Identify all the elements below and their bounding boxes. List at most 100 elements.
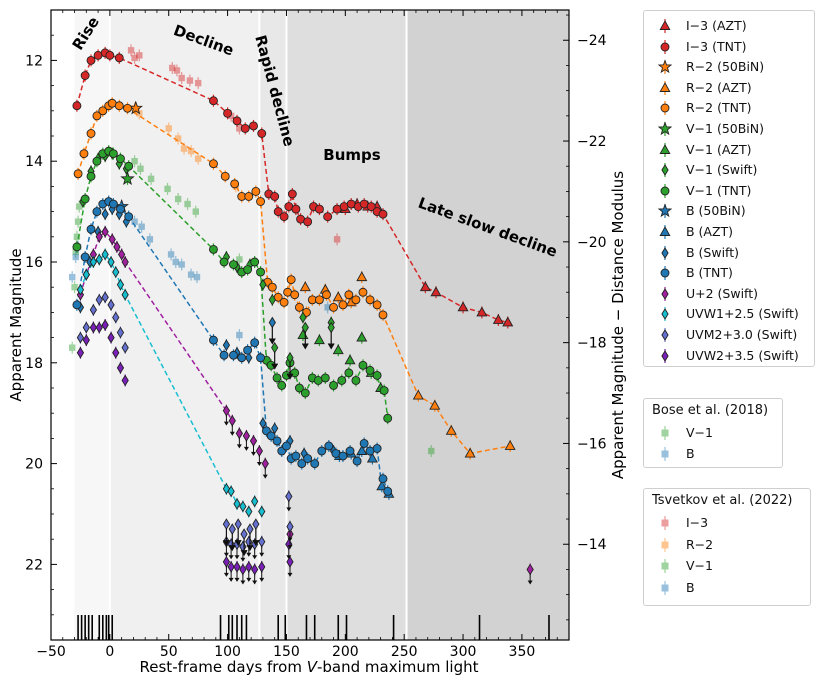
data-point xyxy=(365,365,375,375)
data-point xyxy=(291,204,301,214)
data-point xyxy=(121,288,129,301)
legend-entry: V−1 (Swift) xyxy=(644,160,814,180)
upper-limit-arrowhead xyxy=(286,507,292,512)
y-tick-label-right: −24 xyxy=(577,33,607,49)
legend-entry: V−1 xyxy=(644,556,810,576)
data-point xyxy=(378,474,388,484)
data-point xyxy=(193,273,201,281)
tsvetkov-point xyxy=(127,44,135,57)
legend-tsvetkov-2022: Tsvetkov et al. (2022) I−3 R−2 V−1 B xyxy=(643,488,811,606)
data-point xyxy=(194,79,202,87)
legend-marker-faded xyxy=(661,559,669,573)
data-point xyxy=(430,286,442,297)
data-point xyxy=(131,218,138,225)
data-point xyxy=(73,233,81,240)
data-point xyxy=(419,281,431,292)
data-point xyxy=(73,169,83,179)
data-point xyxy=(178,74,185,82)
legend-main: I−3 (AZT) I−3 (TNT) R−2 (50BiN) R−2 (AZT) R−… xyxy=(643,10,815,367)
data-point xyxy=(267,282,277,292)
data-point xyxy=(338,300,348,310)
tsvetkov-point xyxy=(194,152,202,165)
legend-marker xyxy=(661,580,669,595)
data-point xyxy=(72,248,79,256)
data-point xyxy=(209,244,218,254)
data-point xyxy=(209,159,218,169)
upper-limit-arrowhead xyxy=(223,552,229,557)
upper-limit-arrowhead xyxy=(271,363,279,370)
bose-point xyxy=(76,200,83,213)
legend-marker-faded xyxy=(661,537,669,552)
legend-marker xyxy=(661,307,669,322)
data-point xyxy=(174,135,182,142)
bose-point xyxy=(172,256,179,268)
data-point xyxy=(351,375,361,385)
x-axis-label-band: V xyxy=(307,658,319,676)
data-point xyxy=(72,101,82,111)
y-axis-label-right: Apparent Magnitude − Distance Modulus xyxy=(609,171,627,479)
upper-limit-arrowhead xyxy=(240,580,246,585)
data-point xyxy=(116,361,125,374)
legend-entry: U+2 (Swift) xyxy=(644,284,814,304)
legend-entry: V−1 (TNT) xyxy=(644,181,814,201)
legend-label: B xyxy=(686,579,695,595)
data-point xyxy=(131,54,138,62)
data-point xyxy=(372,300,382,310)
legend-square xyxy=(661,562,669,570)
data-point xyxy=(127,47,135,54)
data-point xyxy=(251,495,259,508)
data-point xyxy=(131,158,138,165)
data-point xyxy=(116,326,125,339)
upper-limit-arrowhead xyxy=(234,555,240,560)
legend-square xyxy=(661,584,669,591)
data-point xyxy=(118,248,126,261)
data-point xyxy=(101,319,109,331)
legend-symbol xyxy=(661,349,669,362)
data-point xyxy=(72,300,82,310)
legend-entry: I−3 xyxy=(644,513,810,533)
bose-point xyxy=(428,445,435,457)
data-point xyxy=(101,248,109,261)
legend-marker xyxy=(657,59,673,75)
data-point xyxy=(123,103,132,113)
data-point xyxy=(352,456,362,466)
data-point xyxy=(314,204,324,214)
data-point xyxy=(256,197,266,206)
data-point xyxy=(277,381,287,390)
legend-marker xyxy=(661,537,669,552)
tsvetkov-point xyxy=(167,248,175,261)
legend-marker xyxy=(661,447,669,461)
tsvetkov-point xyxy=(138,220,145,233)
tsvetkov-point xyxy=(178,72,185,85)
data-point xyxy=(378,310,388,320)
data-point xyxy=(344,354,356,365)
data-point xyxy=(333,236,341,243)
data-point xyxy=(116,278,125,291)
legend-symbol xyxy=(661,246,669,259)
data-point xyxy=(92,156,102,166)
legend-square xyxy=(661,450,669,458)
legend-label: U+2 (Swift) xyxy=(686,285,759,301)
data-point xyxy=(359,438,369,448)
legend-symbol xyxy=(661,164,669,177)
data-point xyxy=(80,252,90,262)
data-point xyxy=(137,165,144,172)
data-point xyxy=(124,212,134,222)
legend-marker-faded xyxy=(661,580,669,595)
data-point xyxy=(303,217,313,227)
y-tick-label-right: −22 xyxy=(577,134,607,150)
data-point xyxy=(107,331,115,344)
legend-symbol xyxy=(657,121,673,136)
data-point xyxy=(222,339,231,352)
data-point xyxy=(187,147,195,155)
data-point xyxy=(502,316,514,327)
data-point xyxy=(332,344,344,355)
data-point xyxy=(178,261,185,268)
data-point xyxy=(344,368,354,378)
legend-entry: B (Swift) xyxy=(644,243,814,263)
x-axis-label-part2: -band maximum light xyxy=(317,658,479,676)
data-point xyxy=(209,335,218,345)
data-point xyxy=(249,121,258,131)
data-point xyxy=(74,218,82,225)
data-point xyxy=(356,271,368,282)
